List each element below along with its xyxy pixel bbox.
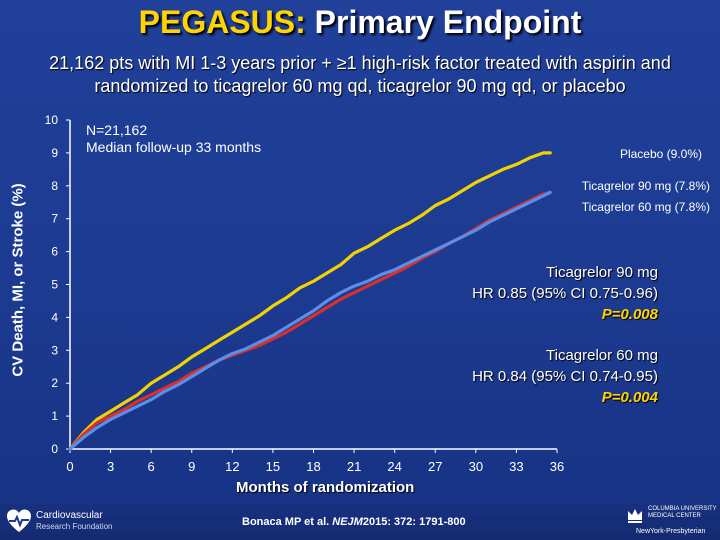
crf-logo: Cardiovascular Research Foundation xyxy=(6,506,136,536)
series-line-0 xyxy=(68,151,552,451)
y-tick-label: 9 xyxy=(51,146,58,160)
x-tick-label: 24 xyxy=(387,459,401,474)
x-tick-label: 6 xyxy=(148,459,155,474)
crf-name: Cardiovascular xyxy=(36,510,103,521)
x-tick-label: 36 xyxy=(550,459,564,474)
x-tick-label: 33 xyxy=(509,459,523,474)
hr-box-ticagrelor-90: Ticagrelor 90 mg HR 0.85 (95% CI 0.75-0.… xyxy=(418,262,658,325)
y-tick-label: 10 xyxy=(45,113,59,127)
citation-journal: NEJM xyxy=(332,516,363,528)
y-tick-label: 8 xyxy=(51,179,58,193)
hr-value: HR 0.84 (95% CI 0.74-0.95) xyxy=(472,368,658,385)
x-tick-label: 0 xyxy=(66,459,73,474)
series-line-2 xyxy=(68,190,552,451)
x-tick-label: 30 xyxy=(469,459,483,474)
y-tick-label: 5 xyxy=(51,278,58,292)
study-n: N=21,162 xyxy=(86,122,148,138)
series-label-placebo: Placebo (9.0%) xyxy=(619,147,702,161)
y-tick-label: 3 xyxy=(51,343,58,357)
study-followup: Median follow-up 33 months xyxy=(86,139,262,155)
y-tick-label: 2 xyxy=(51,376,58,390)
y-tick-label: 6 xyxy=(51,245,58,259)
x-tick-label: 18 xyxy=(306,459,320,474)
slide-title: PEGASUS: Primary Endpoint xyxy=(0,4,720,41)
crown-icon xyxy=(628,509,642,523)
hr-p-value: P=0.008 xyxy=(601,306,658,323)
title-highlight: PEGASUS: xyxy=(138,4,306,40)
x-tick-label: 21 xyxy=(347,459,361,474)
x-tick-label: 12 xyxy=(225,459,239,474)
hr-box-ticagrelor-60: Ticagrelor 60 mg HR 0.84 (95% CI 0.74-0.… xyxy=(418,345,658,408)
citation-authors: Bonaca MP et al. xyxy=(242,516,330,528)
slide-subtitle: 21,162 pts with MI 1-3 years prior + ≥1 … xyxy=(0,52,720,98)
y-tick-label: 7 xyxy=(51,212,58,226)
y-tick-label: 1 xyxy=(51,409,58,423)
y-axis-title: CV Death, MI, or Stroke (%) xyxy=(9,183,27,377)
x-tick-label: 15 xyxy=(266,459,280,474)
y-tick-label: 4 xyxy=(51,310,58,324)
citation: Bonaca MP et al. NEJM2015: 372: 1791-800 xyxy=(242,516,466,528)
columbia-name: COLUMBIA UNIVERSITY MEDICAL CENTER xyxy=(648,506,717,519)
x-axis-title: Months of randomization xyxy=(236,479,415,496)
columbia-logo: COLUMBIA UNIVERSITY MEDICAL CENTER NewYo… xyxy=(626,504,718,538)
hr-name: Ticagrelor 60 mg xyxy=(546,347,658,364)
x-tick-label: 9 xyxy=(188,459,195,474)
hr-value: HR 0.85 (95% CI 0.75-0.96) xyxy=(472,285,658,302)
nyp-name: NewYork-Presbyterian xyxy=(636,528,706,535)
citation-ref: 2015: 372: 1791-800 xyxy=(362,516,466,528)
series-label-ticagrelor-60: Ticagrelor 60 mg (7.8%) xyxy=(581,200,710,214)
title-rest: Primary Endpoint xyxy=(314,4,582,40)
study-note: N=21,162 Median follow-up 33 months xyxy=(86,122,261,156)
subtitle-line-2: randomized to ticagrelor 60 mg qd, ticag… xyxy=(94,76,626,96)
subtitle-line-1: 21,162 pts with MI 1-3 years prior + ≥1 … xyxy=(49,53,671,73)
x-tick-label: 3 xyxy=(107,459,114,474)
y-tick-label: 0 xyxy=(51,442,58,456)
hr-p-value: P=0.004 xyxy=(601,389,658,406)
x-tick-label: 27 xyxy=(428,459,442,474)
heart-icon xyxy=(7,509,31,532)
crf-subname: Research Foundation xyxy=(36,522,113,531)
footer-band xyxy=(0,503,720,540)
hr-name: Ticagrelor 90 mg xyxy=(546,264,658,281)
series-label-ticagrelor-90: Ticagrelor 90 mg (7.8%) xyxy=(581,179,710,193)
